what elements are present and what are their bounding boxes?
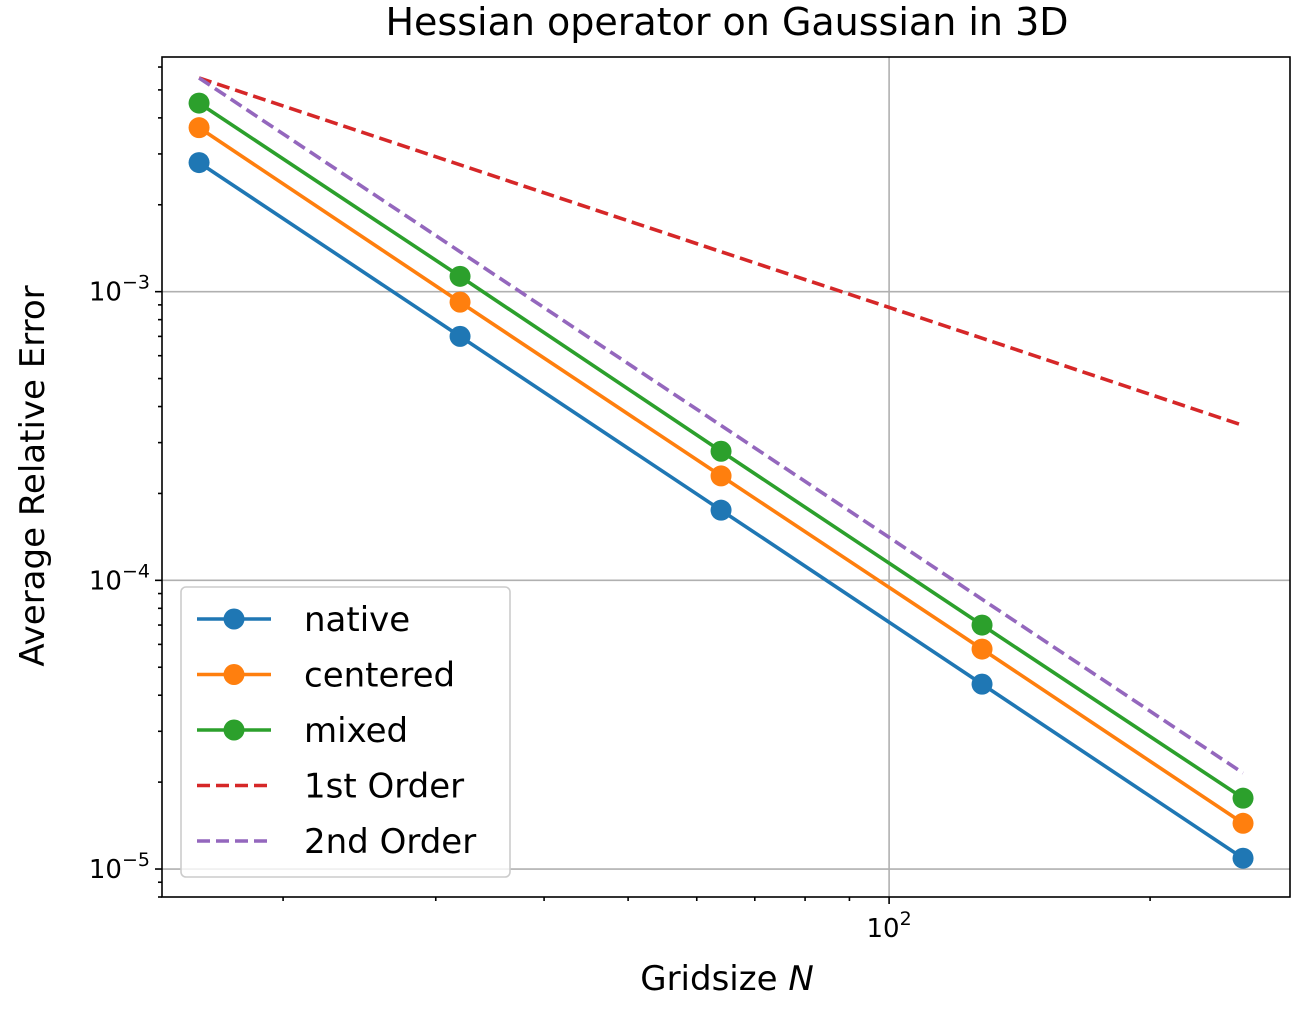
plot-frame	[161, 56, 1291, 898]
y-axis-label: Average Relative Error	[13, 285, 53, 666]
x-axis-label-prefix: Gridsize	[640, 959, 788, 999]
data-point-centered-4	[1232, 812, 1254, 834]
x-tick-label-0: 102	[867, 908, 912, 944]
legend-marker-centered	[223, 664, 245, 685]
series-line-1st-order	[198, 76, 1244, 428]
data-point-native-1	[449, 325, 471, 347]
data-point-mixed-3	[971, 614, 993, 636]
data-point-native-3	[971, 673, 993, 695]
y-tick-label-base-0: 10	[89, 278, 122, 308]
legend-marker-native	[223, 608, 245, 630]
data-point-centered-1	[449, 291, 471, 313]
y-tick-label-base-2: 10	[89, 855, 122, 885]
data-point-native-0	[188, 152, 210, 174]
legend-box	[180, 586, 511, 878]
legend-marker-mixed	[223, 719, 245, 741]
data-point-native-2	[710, 499, 732, 521]
legend-label-mixed: mixed	[304, 711, 408, 751]
data-point-mixed-4	[1232, 787, 1254, 809]
y-tick-label-exp-1: −4	[122, 560, 150, 582]
legend-label-centered: centered	[304, 656, 455, 696]
data-point-mixed-0	[188, 92, 210, 114]
series-layer	[188, 76, 1254, 869]
x-tick-label-base-0: 10	[867, 914, 900, 944]
x-axis-label-variable: N	[788, 959, 813, 999]
x-tick-label-exp-0: 2	[900, 908, 912, 930]
y-tick-label-exp-2: −5	[122, 849, 150, 871]
legend-label-native: native	[304, 600, 410, 640]
legend: native centered mixed 1st Order 2nd Order	[180, 586, 511, 878]
data-point-native-4	[1232, 847, 1254, 869]
y-tick-label-exp-0: −3	[122, 272, 150, 294]
x-axis-label: Gridsize N	[640, 959, 814, 999]
chart-title: Hessian operator on Gaussian in 3D	[385, 0, 1068, 44]
legend-label-2nd-order: 2nd Order	[304, 822, 476, 862]
data-point-mixed-1	[449, 265, 471, 287]
y-tick-label-base-1: 10	[89, 566, 122, 596]
y-tick-label-0: 10−3	[89, 272, 150, 308]
y-tick-label-2: 10−5	[89, 849, 150, 885]
series-line-2nd-order	[198, 76, 1245, 775]
data-point-centered-3	[971, 638, 993, 660]
data-point-centered-0	[188, 117, 210, 139]
data-point-mixed-2	[710, 440, 732, 462]
y-tick-label-1: 10−4	[89, 560, 150, 596]
data-point-centered-2	[710, 465, 732, 487]
legend-label-1st-order: 1st Order	[304, 767, 464, 807]
